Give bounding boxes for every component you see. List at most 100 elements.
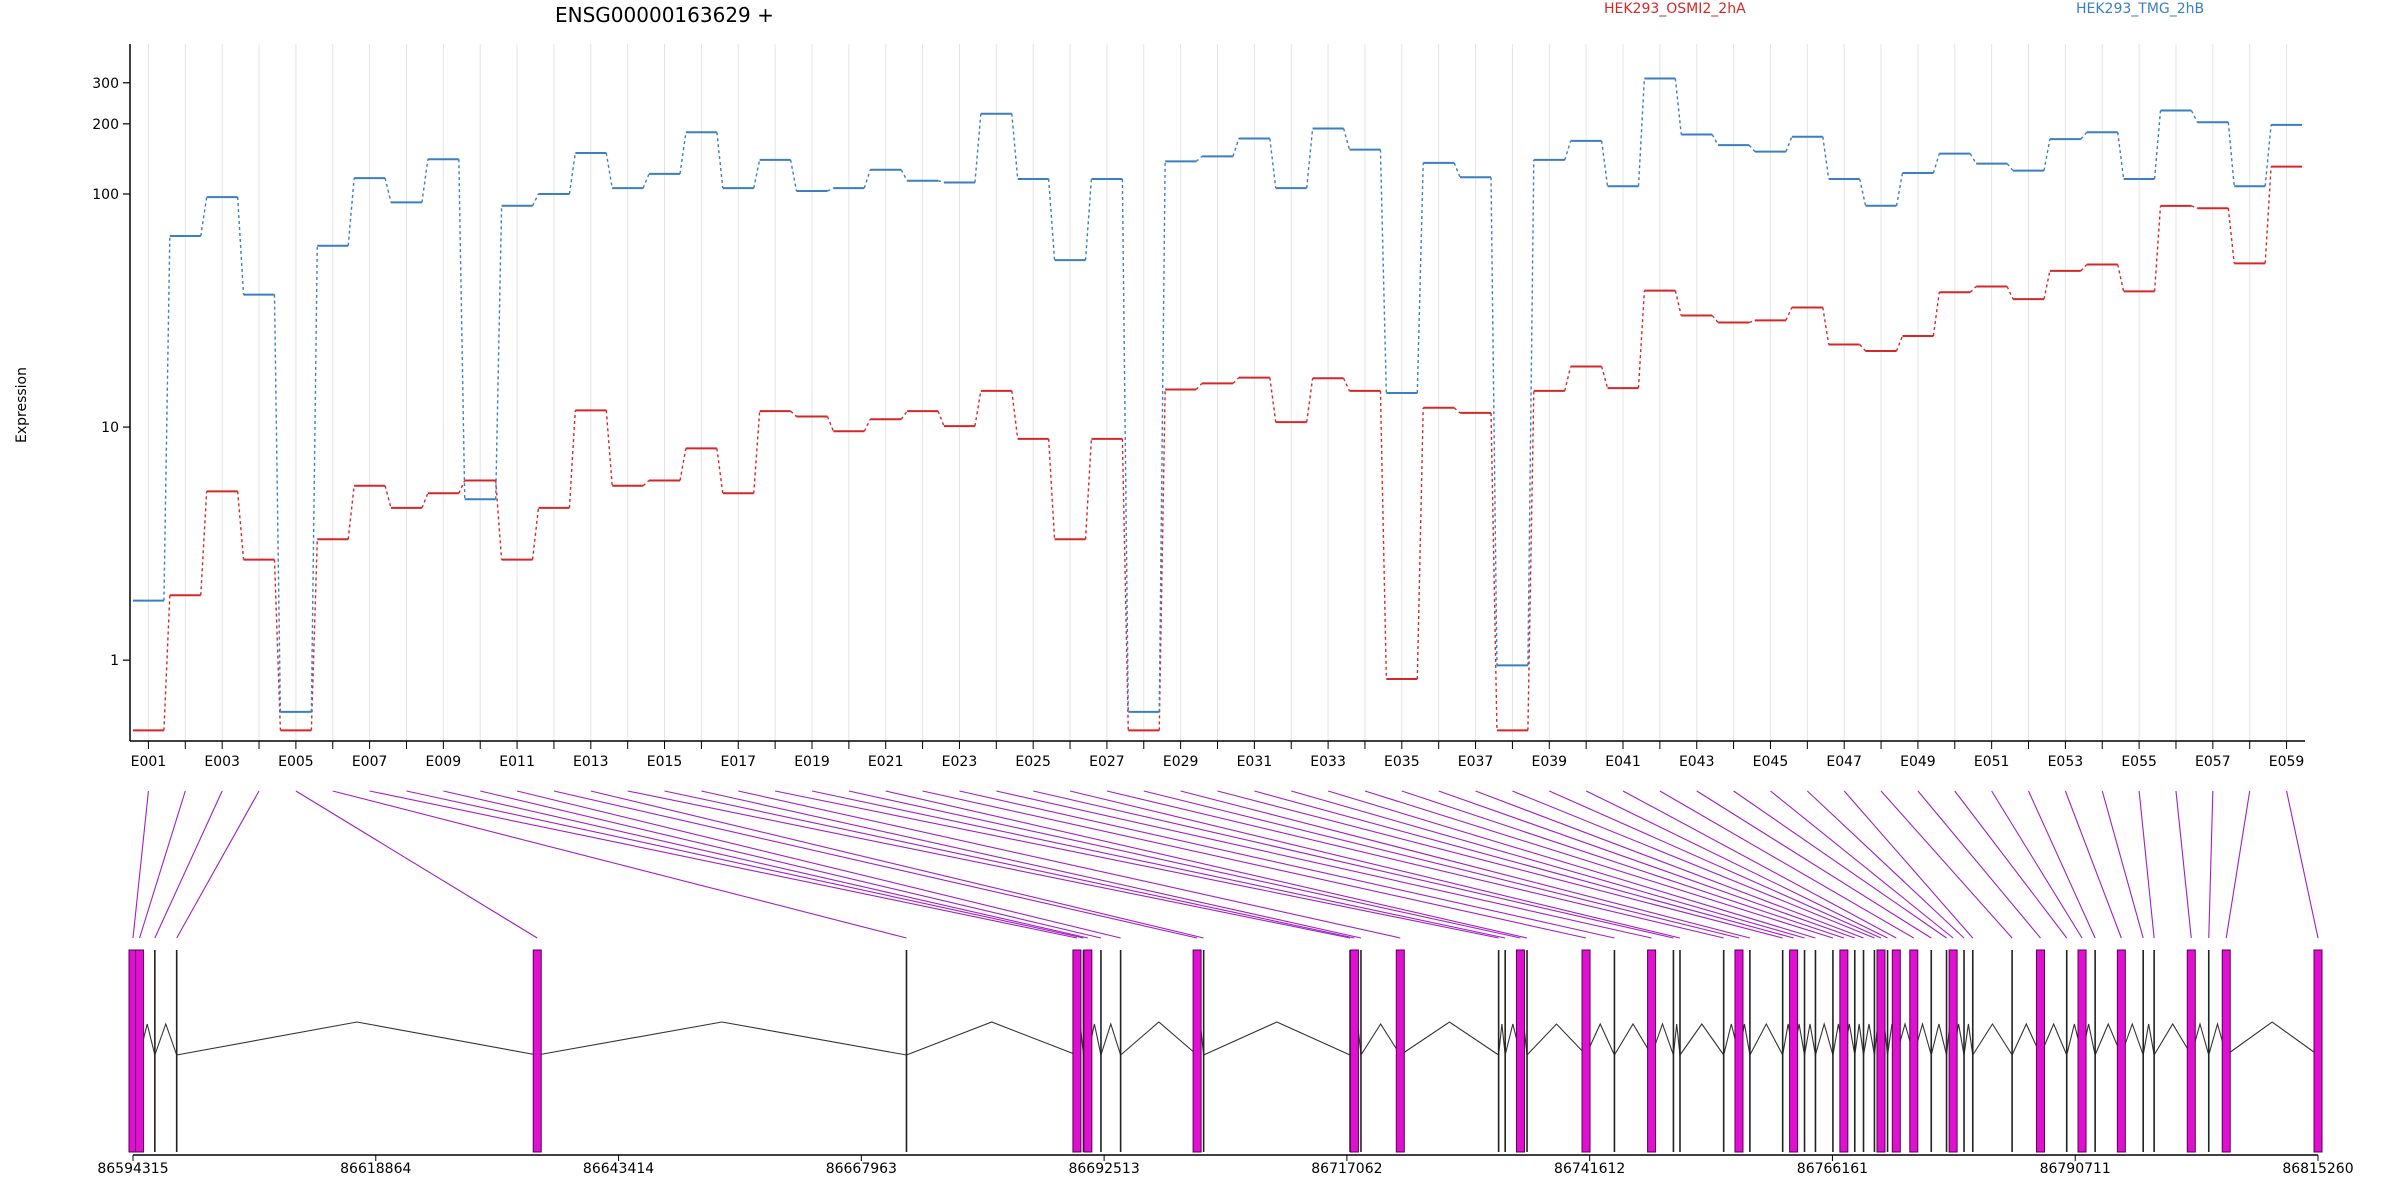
exon-block — [2186, 949, 2196, 1153]
x-tick-label: E025 — [1015, 754, 1051, 770]
exon-connector — [1659, 790, 1915, 939]
series-connector — [1047, 438, 1056, 540]
series-connector — [2227, 122, 2235, 187]
x-tick-label: E031 — [1237, 754, 1273, 770]
intron-line — [1854, 1023, 1865, 1056]
intron-line — [1930, 1023, 1948, 1056]
series-connector — [1232, 138, 1240, 157]
series-connector — [1748, 319, 1756, 324]
exon-connector — [154, 790, 223, 939]
exon-connector — [1106, 790, 1724, 939]
series-connector — [1822, 307, 1830, 345]
series-connector — [1785, 136, 1793, 152]
series-connector — [1932, 292, 1940, 337]
exon-connector — [1549, 790, 1882, 939]
series-connector — [163, 595, 171, 731]
x-tick-label: E047 — [1826, 754, 1862, 770]
series-connector — [568, 152, 577, 195]
exon-connector — [1069, 790, 1681, 939]
x-tick-label: E003 — [204, 754, 240, 770]
series-connector — [1158, 161, 1166, 712]
exon-connector — [1991, 790, 2083, 939]
series-connector — [1490, 412, 1498, 731]
exon-connector — [1622, 790, 1897, 939]
exon-block — [1395, 949, 1405, 1153]
series-connector — [273, 559, 282, 731]
legend-entry-tmg: HEK293_TMG_2hB — [2076, 1, 2204, 17]
exon-connector — [922, 790, 1587, 939]
intron-line — [1526, 1023, 1587, 1056]
exon-connector — [1143, 790, 1740, 939]
series-connector — [1490, 177, 1498, 666]
series-connector — [1895, 335, 1904, 352]
series-connector — [937, 410, 945, 427]
series-connector — [937, 180, 945, 184]
exon-connector — [775, 790, 1499, 939]
series-connector — [974, 390, 982, 427]
series-connector — [863, 169, 871, 189]
intron-line — [1585, 1022, 1615, 1056]
intron-line — [1399, 1021, 1499, 1056]
x-tick-label: E053 — [2048, 754, 2084, 770]
series-connector — [642, 173, 650, 189]
series-connector — [310, 245, 318, 712]
series-connector — [1379, 149, 1388, 394]
exon-block — [1876, 949, 1886, 1153]
exon-connector — [406, 790, 1084, 939]
series-connector — [679, 448, 687, 481]
genomic-tick-label: 86717062 — [1311, 1161, 1382, 1177]
series-connector — [2227, 208, 2235, 264]
exon-block — [1515, 949, 1525, 1153]
series-connector — [642, 479, 650, 487]
series-connector — [1011, 113, 1019, 180]
exon-block — [1891, 949, 1901, 1153]
series-connector — [347, 485, 355, 540]
intron-line — [1972, 1022, 2013, 1056]
x-tick-label: E027 — [1089, 754, 1125, 770]
exon-connector — [1438, 790, 1855, 939]
series-connector — [1932, 153, 1940, 174]
genomic-tick-label: 86643414 — [583, 1161, 654, 1177]
series-connector — [1416, 407, 1424, 680]
series-connector — [2043, 138, 2051, 171]
series-connector — [1306, 378, 1314, 423]
exon-block — [1839, 949, 1849, 1153]
series-connector — [1011, 390, 1019, 439]
intron-line — [2011, 1022, 2042, 1056]
genomic-tick-label: 86667963 — [826, 1161, 897, 1177]
exon-connector — [1512, 790, 1875, 939]
series-connector — [1342, 128, 1351, 150]
x-tick-label: E033 — [1310, 754, 1346, 770]
intron-line — [1679, 1023, 1725, 1056]
series-connector — [1600, 140, 1609, 187]
x-tick-label: E013 — [573, 754, 609, 770]
exon-block — [2116, 949, 2126, 1153]
intron-line — [1100, 1022, 1122, 1056]
series-connector — [1269, 138, 1277, 189]
exon-connector — [1696, 790, 1932, 939]
series-connector — [2190, 110, 2198, 123]
genomic-axis: 86594315 86618864 86643414 86667963 86692513… — [97, 1154, 2354, 1177]
intron-line — [906, 1021, 1078, 1056]
x-tick-label: E023 — [942, 754, 978, 770]
series-connector — [974, 113, 982, 183]
series-connector — [716, 448, 724, 494]
series-connector — [1858, 178, 1867, 206]
exon-connector — [2175, 790, 2192, 939]
series-connector — [347, 178, 355, 246]
series-connector — [1527, 159, 1535, 666]
intron-line — [1203, 1021, 1351, 1056]
series-connector — [1969, 285, 1977, 293]
exon-connector — [1217, 790, 1783, 939]
x-tick-label: E057 — [2195, 754, 2231, 770]
exon-connector — [1364, 790, 1834, 939]
intron-line — [2153, 1022, 2192, 1056]
genomic-tick-label: 86766161 — [1797, 1161, 1868, 1177]
intron-line — [1120, 1021, 1198, 1056]
x-tick-label: E005 — [278, 754, 314, 770]
series-connector — [1859, 344, 1867, 352]
series-connector — [1564, 366, 1572, 392]
series-connector — [458, 480, 466, 494]
x-tick-label: E015 — [647, 754, 683, 770]
intron-line — [1862, 1023, 1875, 1056]
